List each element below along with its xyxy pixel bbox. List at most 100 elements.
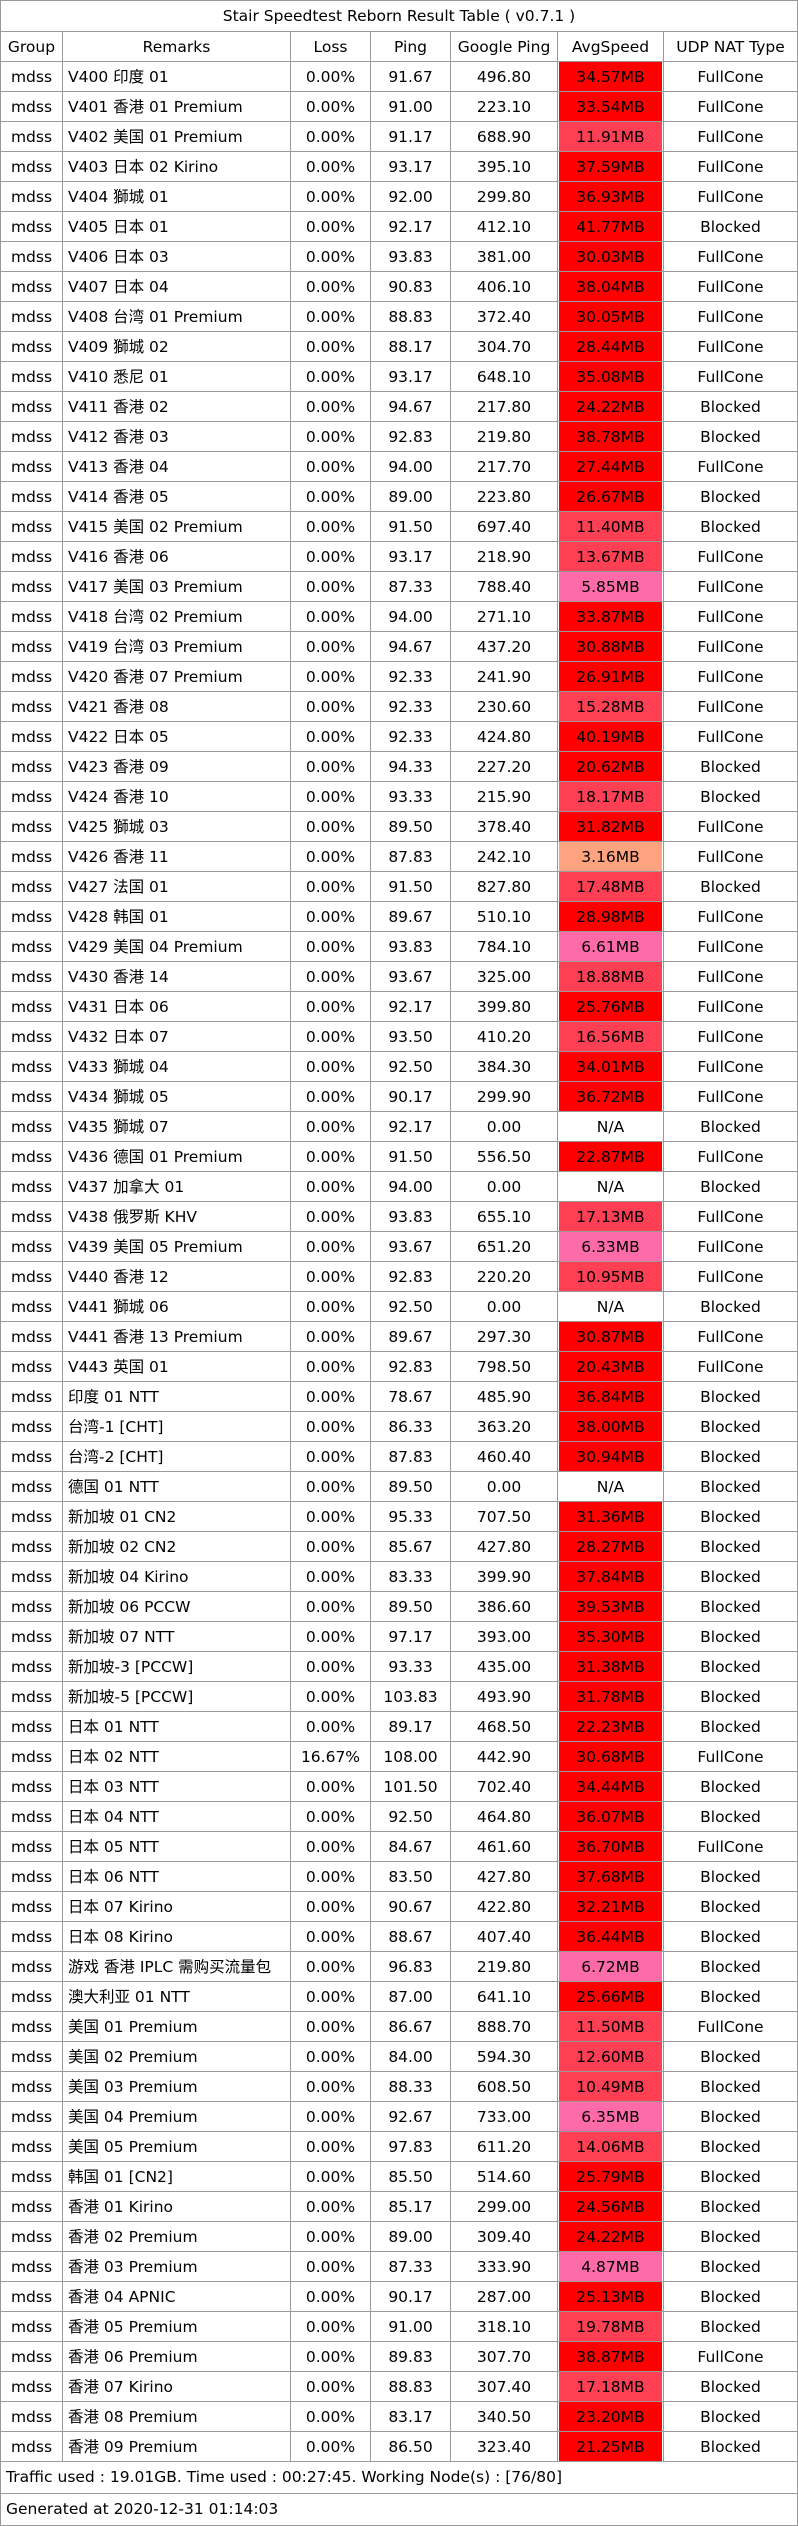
cell-loss: 0.00%	[291, 1262, 371, 1292]
cell-group: mdss	[1, 1472, 63, 1502]
cell-remarks: V441 香港 13 Premium	[63, 1322, 291, 1352]
cell-avg-speed: 10.49MB	[558, 2072, 664, 2102]
cell-remarks: V406 日本 03	[63, 242, 291, 272]
cell-nat-type: FullCone	[664, 932, 797, 962]
cell-nat-type: Blocked	[664, 1172, 797, 1202]
table-row: mdss V403 日本 02 Kirino 0.00% 93.17 395.10 37.…	[1, 152, 797, 182]
cell-remarks: 日本 02 NTT	[63, 1742, 291, 1772]
cell-avg-speed: 20.43MB	[558, 1352, 664, 1382]
cell-group: mdss	[1, 1352, 63, 1382]
cell-google-ping: 223.10	[451, 92, 558, 122]
cell-ping: 92.83	[371, 422, 451, 452]
cell-google-ping: 798.50	[451, 1352, 558, 1382]
cell-google-ping: 325.00	[451, 962, 558, 992]
cell-remarks: V412 香港 03	[63, 422, 291, 452]
avg-speed-value: 6.33MB	[559, 1232, 662, 1261]
table-row: mdss V428 韩国 01 0.00% 89.67 510.10 28.98MB Ful…	[1, 902, 797, 932]
cell-loss: 0.00%	[291, 1412, 371, 1442]
cell-group: mdss	[1, 992, 63, 1022]
cell-avg-speed: 15.28MB	[558, 692, 664, 722]
cell-loss: 0.00%	[291, 722, 371, 752]
cell-ping: 91.50	[371, 872, 451, 902]
cell-remarks: 新加坡 02 CN2	[63, 1532, 291, 1562]
avg-speed-value: 30.03MB	[559, 242, 662, 271]
cell-google-ping: 485.90	[451, 1382, 558, 1412]
cell-group: mdss	[1, 752, 63, 782]
avg-speed-value: 23.20MB	[559, 2402, 662, 2431]
cell-nat-type: Blocked	[664, 1982, 797, 2012]
avg-speed-value: 25.76MB	[559, 992, 662, 1021]
avg-speed-value: 30.94MB	[559, 1442, 662, 1471]
cell-avg-speed: 26.91MB	[558, 662, 664, 692]
table-row: mdss 日本 07 Kirino 0.00% 90.67 422.80 32.21MB B…	[1, 1892, 797, 1922]
cell-ping: 93.50	[371, 1022, 451, 1052]
cell-google-ping: 437.20	[451, 632, 558, 662]
cell-ping: 89.00	[371, 482, 451, 512]
cell-remarks: V424 香港 10	[63, 782, 291, 812]
cell-nat-type: FullCone	[664, 2012, 797, 2042]
cell-remarks: V425 獅城 03	[63, 812, 291, 842]
cell-google-ping: 733.00	[451, 2102, 558, 2132]
cell-nat-type: FullCone	[664, 992, 797, 1022]
table-row: mdss 香港 08 Premium 0.00% 83.17 340.50 23.20MB…	[1, 2402, 797, 2432]
cell-remarks: 台湾-2 [CHT]	[63, 1442, 291, 1472]
cell-ping: 101.50	[371, 1772, 451, 1802]
table-row: mdss V420 香港 07 Premium 0.00% 92.33 241.90 26…	[1, 662, 797, 692]
cell-remarks: V441 獅城 06	[63, 1292, 291, 1322]
cell-avg-speed: 35.30MB	[558, 1622, 664, 1652]
cell-ping: 89.50	[371, 1472, 451, 1502]
cell-nat-type: Blocked	[664, 2042, 797, 2072]
cell-loss: 0.00%	[291, 2012, 371, 2042]
cell-google-ping: 556.50	[451, 1142, 558, 1172]
cell-google-ping: 688.90	[451, 122, 558, 152]
cell-google-ping: 0.00	[451, 1292, 558, 1322]
cell-group: mdss	[1, 1022, 63, 1052]
cell-loss: 0.00%	[291, 182, 371, 212]
cell-nat-type: Blocked	[664, 1412, 797, 1442]
cell-group: mdss	[1, 422, 63, 452]
table-row: mdss V405 日本 01 0.00% 92.17 412.10 41.77MB Blo…	[1, 212, 797, 242]
cell-google-ping: 393.00	[451, 1622, 558, 1652]
cell-ping: 93.83	[371, 242, 451, 272]
avg-speed-value: 20.62MB	[559, 752, 662, 781]
cell-remarks: 澳大利亚 01 NTT	[63, 1982, 291, 2012]
table-row: mdss V443 英国 01 0.00% 92.83 798.50 20.43MB Ful…	[1, 1352, 797, 1382]
cell-group: mdss	[1, 2252, 63, 2282]
cell-google-ping: 297.30	[451, 1322, 558, 1352]
table-row: mdss 美国 04 Premium 0.00% 92.67 733.00 6.35MB B…	[1, 2102, 797, 2132]
cell-avg-speed: 36.07MB	[558, 1802, 664, 1832]
cell-nat-type: Blocked	[664, 1502, 797, 1532]
cell-avg-speed: 36.70MB	[558, 1832, 664, 1862]
cell-remarks: V420 香港 07 Premium	[63, 662, 291, 692]
cell-ping: 87.00	[371, 1982, 451, 2012]
cell-remarks: V422 日本 05	[63, 722, 291, 752]
table-row: mdss 澳大利亚 01 NTT 0.00% 87.00 641.10 25.66MB Bl…	[1, 1982, 797, 2012]
cell-group: mdss	[1, 782, 63, 812]
avg-speed-value: 17.13MB	[559, 1202, 662, 1231]
cell-ping: 91.50	[371, 512, 451, 542]
cell-ping: 92.33	[371, 662, 451, 692]
table-row: mdss V415 美国 02 Premium 0.00% 91.50 697.40 11…	[1, 512, 797, 542]
cell-group: mdss	[1, 392, 63, 422]
cell-group: mdss	[1, 332, 63, 362]
cell-google-ping: 707.50	[451, 1502, 558, 1532]
cell-remarks: V415 美国 02 Premium	[63, 512, 291, 542]
cell-ping: 97.83	[371, 2132, 451, 2162]
cell-ping: 90.17	[371, 1082, 451, 1112]
cell-loss: 0.00%	[291, 1232, 371, 1262]
cell-loss: 0.00%	[291, 1292, 371, 1322]
avg-speed-value: 6.61MB	[559, 932, 662, 961]
table-row: mdss 香港 02 Premium 0.00% 89.00 309.40 24.22MB…	[1, 2222, 797, 2252]
cell-ping: 88.83	[371, 302, 451, 332]
cell-nat-type: FullCone	[664, 122, 797, 152]
cell-group: mdss	[1, 2342, 63, 2372]
avg-speed-value: 28.27MB	[559, 1532, 662, 1561]
cell-avg-speed: 25.79MB	[558, 2162, 664, 2192]
cell-google-ping: 333.90	[451, 2252, 558, 2282]
table-row: mdss V409 獅城 02 0.00% 88.17 304.70 28.44MB Ful…	[1, 332, 797, 362]
cell-loss: 0.00%	[291, 1562, 371, 1592]
cell-ping: 92.00	[371, 182, 451, 212]
table-row: mdss 日本 06 NTT 0.00% 83.50 427.80 37.68MB Bloc…	[1, 1862, 797, 1892]
header-ping: Ping	[371, 32, 451, 62]
table-row: mdss 香港 07 Kirino 0.00% 88.83 307.40 17.18MB B…	[1, 2372, 797, 2402]
